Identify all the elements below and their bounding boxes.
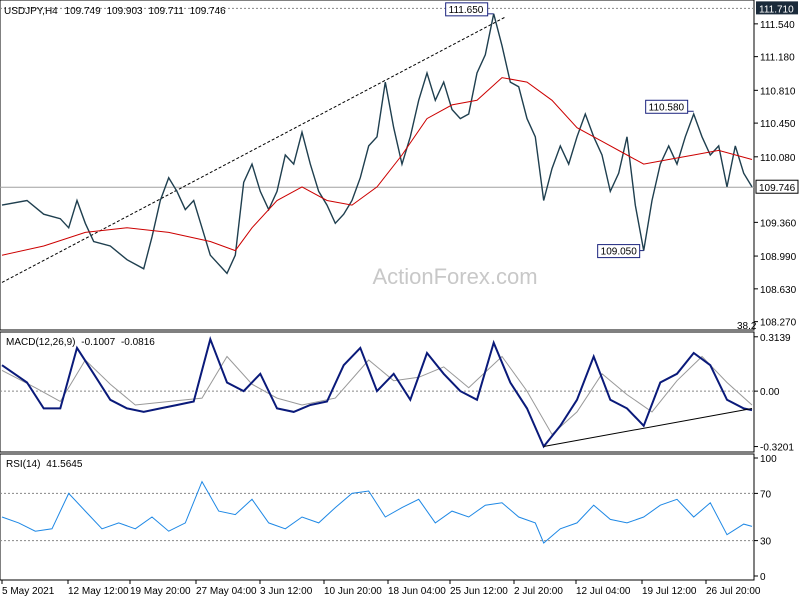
macd-signal-value: -0.0816 [121,337,155,348]
time-tick-label: 12 Jul 04:00 [576,586,631,597]
rsi-tick-label: 70 [760,489,772,500]
macd-axis: 0.3139 0.00 -0.3201 [754,333,794,454]
price-tick-label: 111.540 [760,20,795,31]
current-price-label: 109.746 [759,183,796,194]
macd-label: MACD(12,26,9) [6,337,75,348]
price-tick-label: 108.270 [760,318,797,329]
rsi-value: 41.5645 [46,459,83,470]
rsi-tick-label: 100 [760,454,777,465]
time-tick-label: 25 Jun 12:00 [450,586,508,597]
rsi-line [1,480,753,544]
time-tick-label: 10 Jun 20:00 [324,586,382,597]
rsi-tick-label: 0 [760,572,766,583]
time-tick-label: 27 May 04:00 [196,586,257,597]
price-tick-label: 110.810 [760,86,796,97]
price-header: USDJPY,H4 109.749 109.903 109.711 109.74… [4,6,226,17]
price-panel-frame [0,0,755,331]
symbol-label: USDJPY [4,6,44,17]
price-annotation-box [445,2,489,17]
time-tick-label: 26 Jul 20:00 [706,586,761,597]
top-marker-label: 111.710 [759,4,794,15]
ohlc-close: 109.746 [190,6,227,17]
time-tick-label: 19 Jul 12:00 [642,586,697,597]
time-tick-label: 12 May 12:00 [68,586,129,597]
macd-line [1,335,753,449]
price-annotation-label: 110.580 [649,102,685,113]
current-price-box [755,179,799,194]
macd-tick-label: 0.3139 [760,333,791,344]
macd-signal-line [1,355,753,436]
price-series [1,13,753,283]
ohlc-high: 109.903 [106,6,143,17]
top-marker-box [756,1,798,15]
time-tick-label: 5 May 2021 [2,586,55,597]
price-tick-label: 108.990 [760,252,797,263]
timeframe-label: H4 [45,6,58,17]
time-tick-label: 18 Jun 04:00 [388,586,446,597]
macd-support-line [543,407,753,448]
rsi-panel-frame [0,453,755,581]
price-annotation-label: 111.650 [449,5,484,16]
watermark: ActionForex.com [372,264,537,289]
macd-series [0,335,754,449]
rsi-axis: 100 70 30 0 [754,454,777,583]
macd-header: MACD(12,26,9) -0.1007 -0.0816 [6,337,155,348]
time-tick-label: 2 Jul 20:00 [514,586,563,597]
rsi-tick-label: 30 [760,537,772,548]
price-annotations: 111.650 110.580 109.050 [445,2,694,259]
price-annotation-label: 109.050 [601,247,638,258]
rsi-header: RSI(14) 41.5645 [6,459,83,470]
time-axis: 5 May 2021 12 May 12:00 19 May 20:00 27 May… [1,580,761,597]
price-tick-label: 108.630 [760,285,797,296]
macd-value: -0.1007 [81,337,115,348]
macd-tick-label: 0.00 [760,387,780,398]
ohlc-low: 109.711 [148,6,184,17]
price-tick-label: 110.080 [760,153,796,164]
time-tick-label: 3 Jun 12:00 [260,586,313,597]
price-axis: 111.540 111.180 110.810 110.450 110.080 109.3… [754,1,799,329]
fib-small-label: 38.2 [737,321,757,332]
moving-average-line [1,77,753,256]
price-series-line [1,13,753,275]
ohlc-open: 109.749 [65,6,102,17]
macd-tick-label: -0.3201 [760,443,794,454]
rsi-series [0,480,754,544]
price-tick-label: 111.180 [760,53,795,64]
price-annotation-box [645,99,689,114]
price-tick-label: 109.360 [760,218,797,229]
price-tick-label: 110.450 [760,119,796,130]
time-tick-label: 19 May 20:00 [130,586,191,597]
rsi-label: RSI(14) [6,459,40,470]
